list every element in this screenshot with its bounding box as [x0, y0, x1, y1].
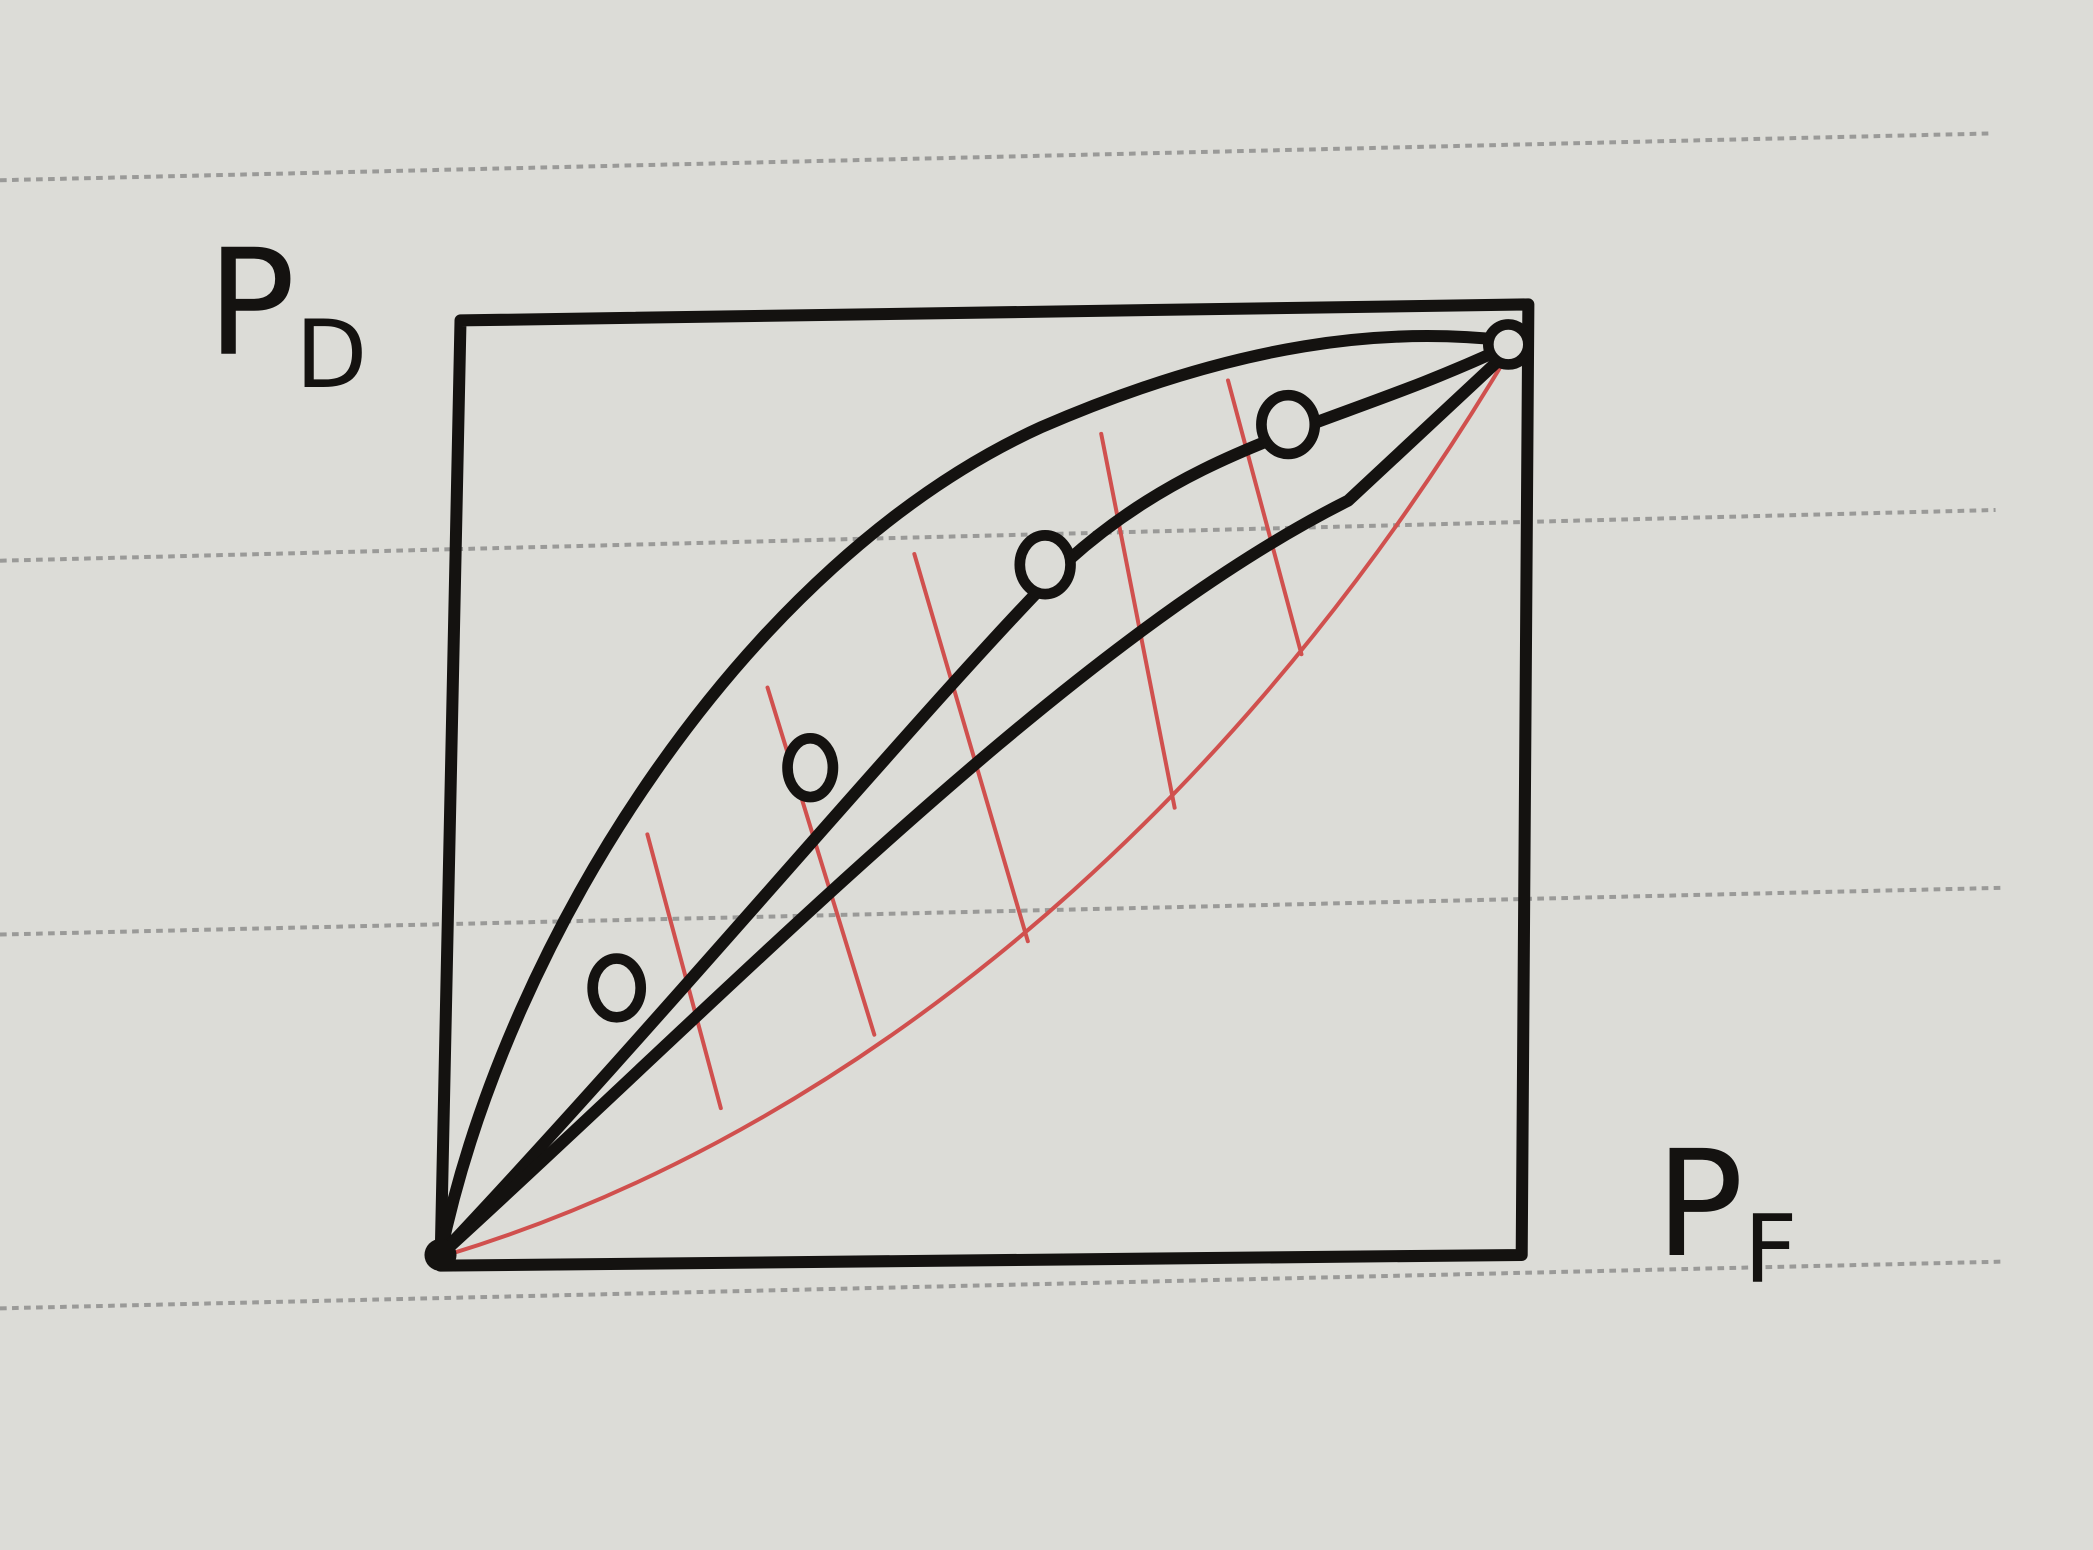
ruled-line: [0, 885, 2003, 937]
lower-curve: [434, 347, 1512, 1261]
ruled-line: [0, 131, 1989, 183]
red-curve: [445, 351, 1511, 1257]
x-axis-label: PF: [1655, 1119, 1797, 1305]
y-label-main: P: [207, 218, 296, 389]
x-label-sub: F: [1744, 1196, 1798, 1305]
y-label-sub: D: [295, 301, 367, 410]
ruled-line: [0, 507, 1996, 563]
plot-frame: [434, 298, 1535, 1272]
points: [424, 319, 1534, 1271]
middle-curve: [434, 341, 1512, 1261]
upper-curve: [434, 330, 1512, 1261]
x-label-main: P: [1655, 1119, 1744, 1290]
ruled-line: [0, 1259, 2003, 1311]
y-axis-label: PD: [207, 218, 367, 410]
hatching: [645, 378, 1304, 1111]
